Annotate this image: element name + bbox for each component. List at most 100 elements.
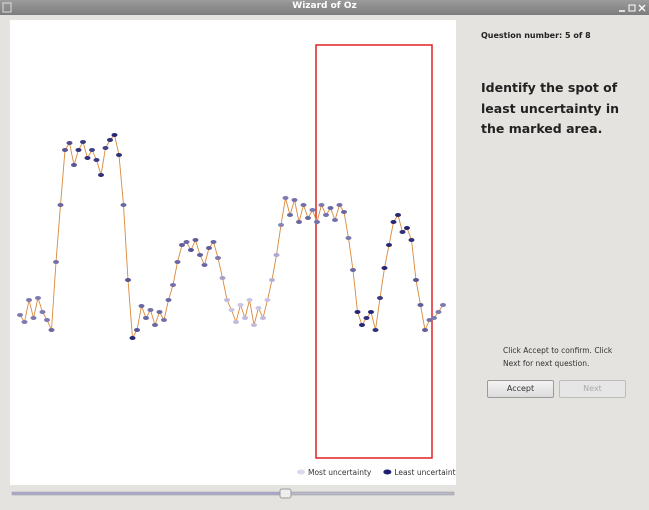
data-point [368, 310, 374, 314]
data-point [278, 223, 284, 227]
data-point [188, 248, 194, 252]
data-point [363, 316, 370, 320]
data-point [156, 310, 163, 314]
data-point [255, 306, 262, 310]
uncertainty-plot: Most uncertainty Least uncertainty [17, 44, 461, 477]
data-point [57, 203, 64, 207]
data-point [269, 278, 275, 282]
data-line [19, 134, 444, 340]
data-point [21, 320, 28, 324]
data-point [372, 328, 379, 332]
data-point [282, 196, 289, 200]
data-point [228, 308, 235, 312]
data-point [170, 283, 176, 287]
data-point [48, 328, 55, 332]
data-point [219, 276, 226, 280]
data-point [435, 310, 442, 314]
data-point [354, 310, 361, 314]
data-point [300, 203, 307, 207]
data-point [120, 203, 127, 207]
data-point [224, 298, 230, 302]
data-point [264, 298, 271, 302]
data-point [350, 268, 356, 272]
data-point [440, 303, 446, 307]
data-point [89, 148, 95, 152]
data-point [309, 208, 316, 212]
data-point [345, 236, 352, 240]
marked-area [315, 44, 433, 459]
data-point [147, 308, 154, 312]
data-point [336, 203, 343, 207]
data-point [206, 246, 212, 250]
data-point [359, 323, 365, 327]
legend-label: Most uncertainty [308, 468, 372, 477]
data-point [287, 213, 293, 217]
data-point [53, 260, 59, 264]
data-point [152, 323, 158, 327]
data-point [237, 303, 244, 307]
data-point [305, 216, 311, 220]
data-point [44, 318, 50, 322]
data-point [431, 316, 437, 320]
data-point [201, 263, 208, 267]
data-point [165, 298, 172, 302]
data-point [84, 156, 91, 160]
window-controls [2, 2, 646, 13]
data-point [246, 298, 253, 302]
legend-swatch [383, 469, 392, 475]
data-point [210, 240, 217, 244]
data-point [296, 220, 302, 224]
data-point [377, 296, 383, 300]
data-point [314, 220, 320, 224]
data-point [215, 256, 221, 260]
data-point [66, 141, 73, 145]
data-point [98, 173, 104, 177]
data-point [242, 316, 248, 320]
window-title: Wizard of Oz [292, 1, 357, 11]
close[interactable] [638, 4, 646, 12]
data-point [30, 316, 37, 320]
data-point [183, 240, 190, 244]
slider-fill [12, 492, 284, 495]
data-point [138, 304, 145, 308]
help-text: Click Accept to confirm. Click Next for … [503, 346, 613, 368]
data-point [318, 203, 325, 207]
legend-label: Least uncertainty [394, 468, 456, 477]
data-point [323, 213, 329, 217]
slider-thumb[interactable] [279, 488, 292, 499]
plot-panel: Most uncertainty Least uncertainty [10, 20, 461, 485]
data-point [107, 138, 113, 142]
data-point [341, 210, 347, 214]
data-point [417, 303, 424, 307]
accept-button[interactable]: Accept [487, 380, 554, 398]
data-point [426, 318, 433, 322]
data-point [404, 226, 410, 230]
data-point [93, 158, 100, 162]
data-point [413, 278, 419, 282]
title-bar: Wizard of Oz [0, 0, 649, 15]
data-point [399, 230, 406, 234]
data-point [62, 148, 68, 152]
data-point [102, 146, 109, 150]
data-point [39, 310, 46, 314]
data-point [35, 296, 41, 300]
data-point [273, 253, 280, 257]
data-point [192, 238, 199, 242]
data-point [129, 336, 136, 340]
data-point [291, 198, 298, 202]
slider[interactable] [8, 487, 468, 501]
data-point [332, 218, 338, 222]
data-point [386, 243, 392, 247]
data-point [17, 313, 23, 317]
data-point [260, 316, 266, 320]
question-number: Question number: 5 of 8 [481, 31, 591, 40]
maximize[interactable] [628, 4, 636, 12]
data-point [71, 163, 77, 167]
data-point [395, 213, 401, 217]
data-point [143, 316, 149, 320]
data-point [179, 243, 185, 247]
legend-swatch [297, 469, 305, 475]
data-point [26, 298, 32, 302]
data-point [174, 260, 181, 264]
